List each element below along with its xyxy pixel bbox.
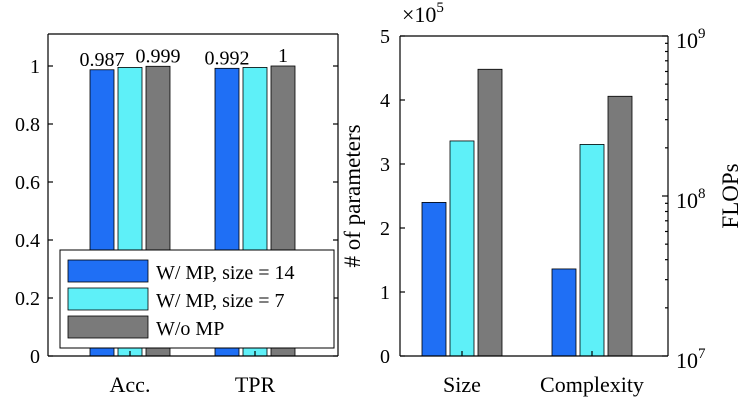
exponent-multiplier: ×105 (402, 0, 444, 27)
bar-size-series2 (477, 68, 503, 357)
left-y-tick-label: 0 (30, 346, 40, 368)
left-y-tick-label: 0.2 (15, 288, 40, 310)
flops-tick-label: 107 (676, 346, 706, 373)
left-x-tick-label: Acc. (110, 372, 151, 397)
right-axis-label: FLOPs (718, 163, 743, 228)
legend-swatch-size7 (67, 287, 149, 311)
right-x-tick-label: Complexity (540, 372, 644, 397)
left-x-tick-label: TPR (235, 372, 276, 397)
data-label: 0.999 (136, 45, 181, 67)
left-axis-label: # of parameters (340, 124, 365, 267)
accuracy-tpr-chart: 0.987 0.999 0.992 1 00.20.40.60.81 Acc. TPR … (15, 33, 339, 397)
legend-label-size14: W/ MP, size = 14 (156, 262, 295, 284)
left-y-tick-label: 0.6 (15, 172, 40, 194)
bar-size-series0 (421, 201, 447, 357)
params-flops-chart: 0 1 2 3 4 5 107 108 109 Size Complexity ×105 # o… (340, 0, 743, 397)
flops-tick-label: 108 (676, 186, 706, 213)
legend-label-size7: W/ MP, size = 7 (156, 290, 285, 312)
left-y-tick-label: 0.8 (15, 114, 40, 136)
legend: W/ MP, size = 14 W/ MP, size = 7 W/o MP (59, 249, 335, 349)
params-tick-label: 3 (380, 154, 390, 176)
right-x-tick-label: Size (443, 372, 481, 397)
params-tick-label: 0 (380, 346, 390, 368)
legend-swatch-nomp (67, 315, 149, 339)
params-tick-label: 1 (380, 282, 390, 304)
data-label: 0.987 (80, 49, 125, 71)
params-tick-label: 5 (380, 26, 390, 48)
flops-tick-label: 109 (676, 26, 706, 53)
params-tick-label: 4 (380, 90, 390, 112)
data-label: 1 (278, 45, 288, 67)
bar-size-series1 (449, 140, 475, 357)
data-label: 0.992 (205, 47, 250, 69)
bar-complexity-series2 (607, 95, 633, 357)
legend-label-nomp: W/o MP (156, 318, 224, 340)
left-y-tick-label: 1 (30, 56, 40, 78)
bar-complexity-series1 (579, 144, 605, 357)
left-y-tick-label: 0.4 (15, 230, 40, 252)
legend-swatch-size14 (67, 259, 149, 283)
bar-complexity-series0 (551, 268, 577, 357)
params-tick-label: 2 (380, 218, 390, 240)
